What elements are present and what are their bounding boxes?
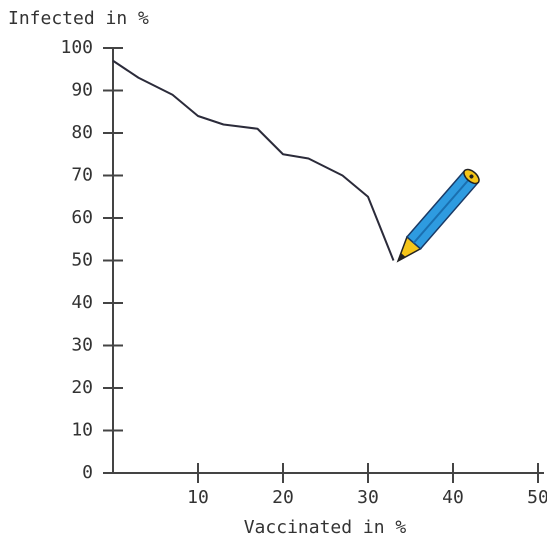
x-tick-label: 40 [442,487,464,508]
x-tick-label: 20 [272,487,294,508]
pencil-icon [391,167,481,267]
y-tick-label: 90 [71,80,93,101]
x-tick-label: 10 [187,487,209,508]
y-tick-label: 60 [71,207,93,228]
y-tick-label: 10 [71,420,93,441]
y-tick-label: 80 [71,122,93,143]
y-tick-label: 0 [82,462,93,483]
chart: Infected in % Vaccinated in % 0 10 20 30 40 5… [0,0,547,542]
x-axis-label: Vaccinated in % [244,517,407,538]
y-tick-label: 70 [71,165,93,186]
y-tick-label: 50 [71,250,93,271]
y-tick-label: 20 [71,377,93,398]
y-tick-label: 30 [71,335,93,356]
y-tick-label: 40 [71,292,93,313]
y-axis-label: Infected in % [8,8,149,29]
data-line [113,61,394,261]
x-tick-label: 50 [527,487,547,508]
x-tick-label: 30 [357,487,379,508]
y-tick-label: 100 [60,37,93,58]
